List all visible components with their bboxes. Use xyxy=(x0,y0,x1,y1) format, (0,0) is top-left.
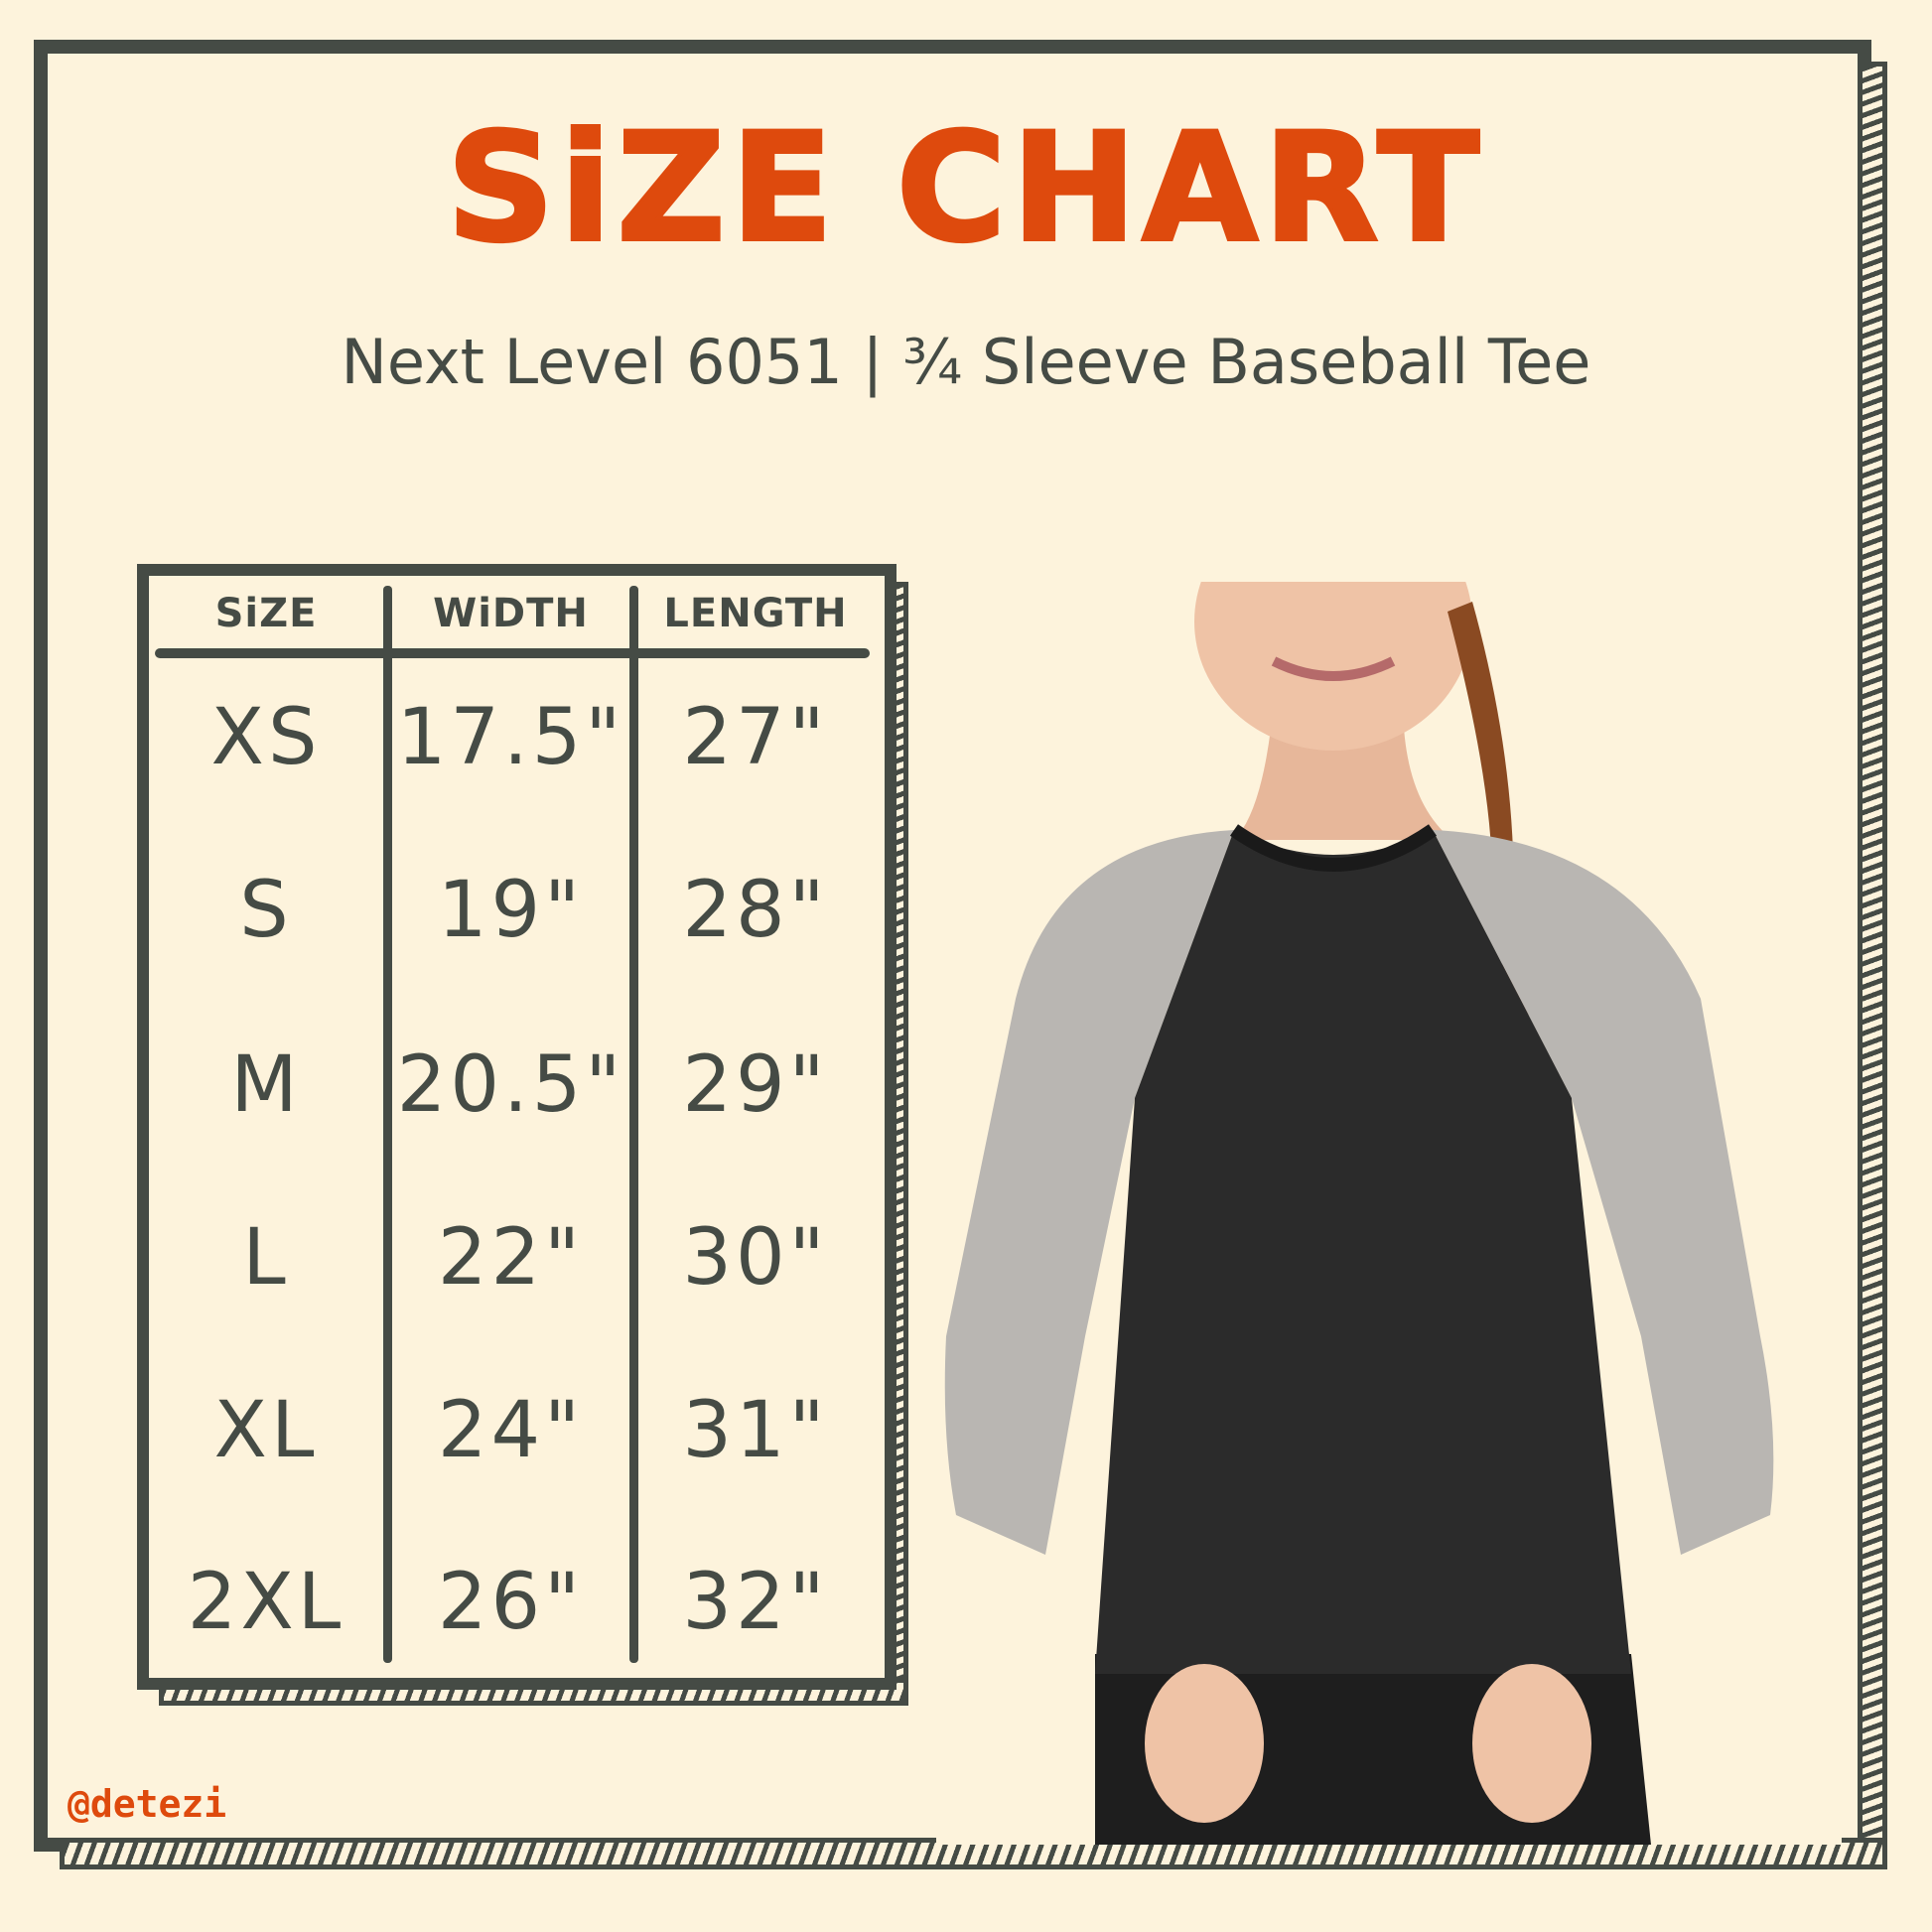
column-divider xyxy=(629,586,638,1663)
hand-left xyxy=(1145,1664,1264,1823)
face xyxy=(1194,582,1472,751)
frame-depth-right xyxy=(1858,62,1887,1851)
watermark: @detezi xyxy=(68,1782,227,1826)
cell-length: 29" xyxy=(682,1040,829,1130)
cell-size: M xyxy=(230,1040,302,1130)
smile xyxy=(1271,656,1396,681)
cell-length: 28" xyxy=(682,866,829,955)
cell-width: 20.5" xyxy=(396,1040,625,1130)
column-divider xyxy=(383,586,392,1663)
header-divider xyxy=(155,648,870,658)
collar xyxy=(1229,824,1438,872)
cell-size: XL xyxy=(213,1386,319,1475)
cell-width: 19" xyxy=(437,866,585,955)
header-length: LENGTH xyxy=(663,591,848,636)
header-size: SiZE xyxy=(214,591,318,636)
cell-size: 2XL xyxy=(187,1558,345,1647)
cell-size: S xyxy=(239,866,293,955)
cell-width: 17.5" xyxy=(396,693,625,782)
cell-width: 24" xyxy=(437,1386,585,1475)
page-title: SiZE CHART xyxy=(445,102,1485,275)
header-width: WiDTH xyxy=(433,591,589,636)
cell-length: 27" xyxy=(682,693,829,782)
cell-length: 30" xyxy=(682,1213,829,1303)
cell-size: XS xyxy=(210,693,322,782)
cell-size: L xyxy=(242,1213,290,1303)
size-table xyxy=(137,564,897,1690)
cell-length: 32" xyxy=(682,1558,829,1647)
sleeve-right xyxy=(1433,830,1774,1555)
cell-length: 31" xyxy=(682,1386,829,1475)
sleeve-left xyxy=(944,830,1234,1555)
cell-width: 26" xyxy=(437,1558,585,1647)
model-photo xyxy=(936,582,1842,1845)
shirt-body xyxy=(1095,830,1631,1674)
cell-width: 22" xyxy=(437,1213,585,1303)
hand-right xyxy=(1472,1664,1591,1823)
product-subtitle: Next Level 6051 | ¾ Sleeve Baseball Tee xyxy=(341,326,1591,398)
